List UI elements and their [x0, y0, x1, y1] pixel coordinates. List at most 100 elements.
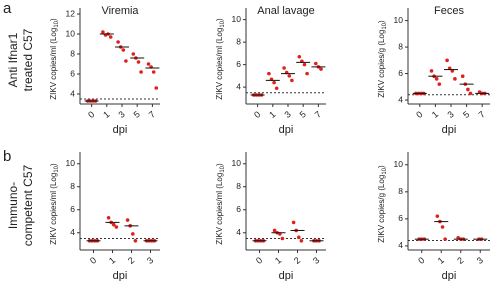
chart-title: Viremia [101, 5, 139, 17]
y-tick-label: 6 [398, 213, 403, 223]
x-tick-label: 1 [436, 255, 446, 266]
data-point [297, 235, 301, 240]
y-tick-label: 8 [70, 181, 75, 191]
y-label-part: ) [215, 18, 224, 21]
y-tick-label: 10 [232, 158, 242, 168]
data-point [267, 71, 271, 76]
data-point [445, 58, 449, 63]
x-tick-label: 3 [475, 255, 485, 266]
data-point [272, 80, 276, 85]
x-tick-label: 1 [273, 255, 283, 266]
y-tick-label: 10 [394, 15, 404, 25]
y-label-part: ZIKV copies/g (Log [377, 30, 386, 98]
data-point [108, 35, 113, 39]
data-point [468, 91, 473, 96]
x-tick-label: 2 [126, 255, 136, 266]
y-tick-label: 4 [236, 227, 241, 237]
x-tick-label: 3 [282, 109, 292, 120]
panel-letter: a [3, 0, 12, 17]
y-axis-label: ZIKV copies/ml (Log10) [49, 163, 59, 245]
y-tick-label: 8 [236, 181, 241, 191]
data-point [282, 66, 286, 70]
data-point [154, 86, 159, 90]
data-point [114, 225, 119, 229]
chart-title: Feces [434, 5, 464, 17]
data-point [466, 87, 470, 92]
y-tick-label: 8 [398, 41, 403, 51]
y-label-part: ) [377, 165, 386, 168]
y-tick-label: 4 [398, 240, 403, 250]
y-label-part: 10 [382, 22, 388, 29]
data-point [302, 62, 307, 67]
data-point [443, 237, 447, 241]
y-label-part: 10 [220, 165, 226, 172]
data-point [151, 70, 156, 74]
y-tick-label: 4 [70, 88, 75, 98]
data-point [139, 70, 143, 74]
x-tick-label: 3 [145, 255, 155, 266]
row-label: Anti Ifnar1 [6, 32, 20, 87]
x-axis-label: dpi [442, 124, 457, 136]
x-tick-label: 7 [313, 109, 323, 120]
y-tick-label: 8 [236, 36, 241, 46]
y-tick-label: 6 [236, 204, 241, 214]
data-point [131, 52, 136, 56]
data-point [287, 74, 292, 78]
y-axis-label: ZIKV copies/g (Log10) [377, 165, 387, 243]
data-point [434, 77, 439, 81]
y-label-part: ) [215, 163, 224, 166]
y-tick-label: 6 [70, 204, 75, 214]
data-point [121, 48, 126, 52]
x-axis-label: dpi [279, 124, 294, 136]
x-tick-label: 1 [267, 109, 277, 120]
x-axis-label: dpi [113, 124, 128, 136]
y-tick-label: 6 [236, 59, 241, 69]
x-tick-label: 0 [86, 109, 96, 120]
y-label-part: ) [377, 20, 386, 23]
y-label-part: 10 [220, 20, 226, 27]
y-tick-label: 10 [394, 159, 404, 169]
y-label-part: ZIKV copies/g (Log [377, 175, 386, 243]
x-tick-label: 2 [455, 255, 465, 266]
data-point [131, 232, 135, 236]
data-point [453, 77, 457, 81]
x-tick-label: 7 [147, 109, 157, 120]
y-tick-label: 12 [66, 8, 76, 18]
panel-letter: b [3, 148, 11, 165]
data-point [106, 216, 111, 220]
y-tick-label: 4 [398, 94, 403, 104]
data-point [299, 239, 304, 243]
data-point [272, 228, 277, 233]
x-tick-label: 3 [445, 109, 455, 120]
x-axis-label: dpi [113, 270, 128, 281]
x-tick-label: 7 [477, 109, 487, 120]
y-label-part: 10 [54, 165, 60, 172]
data-point [291, 220, 296, 225]
data-point [460, 74, 465, 79]
data-point [440, 225, 445, 229]
x-axis-label: dpi [442, 270, 457, 281]
y-tick-label: 10 [66, 28, 76, 38]
y-tick-label: 10 [66, 158, 76, 168]
data-point [314, 61, 318, 66]
y-label-part: ) [49, 163, 58, 166]
y-tick-label: 8 [70, 48, 75, 58]
y-axis-label: ZIKV copies/ml (Log10) [215, 18, 225, 100]
data-point [319, 67, 323, 71]
x-tick-label: 0 [88, 255, 98, 266]
x-tick-label: 1 [107, 255, 117, 266]
x-tick-label: 0 [254, 255, 264, 266]
x-tick-label: 0 [252, 109, 262, 120]
row-label: Immuno- [6, 182, 20, 229]
data-point [133, 239, 138, 243]
data-point [124, 59, 128, 63]
y-axis-label: ZIKV copies/ml (Log10) [49, 18, 59, 100]
x-tick-label: 0 [416, 255, 426, 266]
y-label-part: 10 [54, 20, 60, 27]
data-point [136, 60, 141, 64]
x-tick-label: 3 [311, 255, 321, 266]
y-tick-label: 10 [232, 14, 242, 24]
data-point [435, 214, 440, 218]
x-tick-label: 5 [298, 109, 308, 120]
